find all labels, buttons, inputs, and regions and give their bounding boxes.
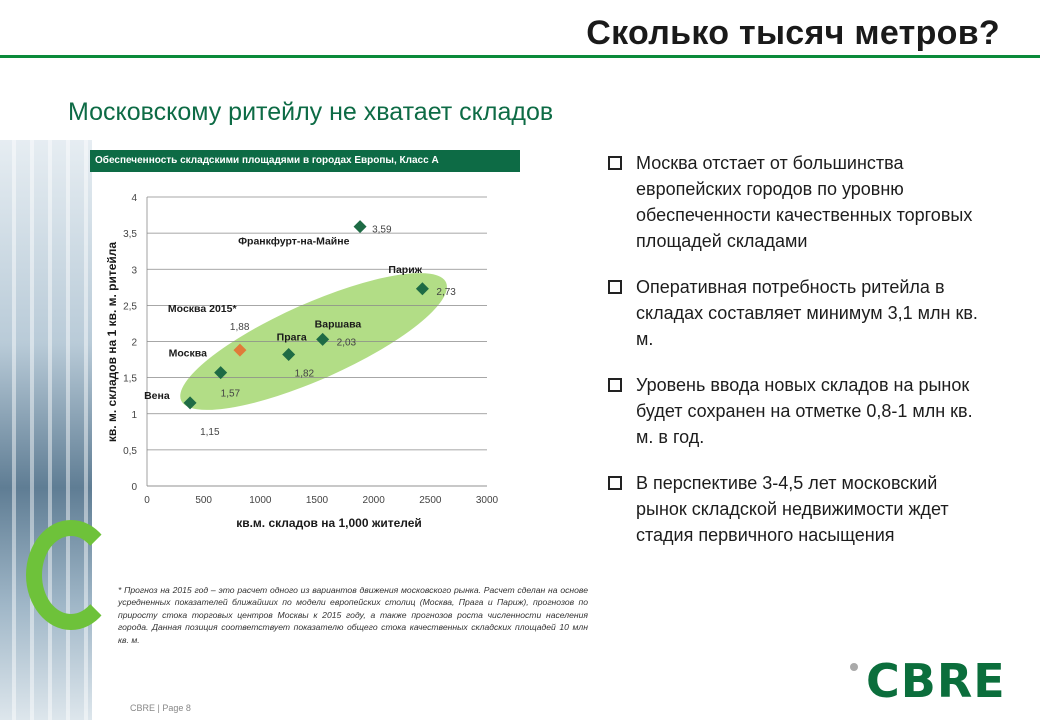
data-point-marker xyxy=(316,332,330,346)
bullet-item: В перспективе 3-4,5 лет московский рынок… xyxy=(604,470,984,548)
data-label: 1,57 xyxy=(221,389,241,400)
city-label: Варшава xyxy=(315,318,362,330)
city-label: Вена xyxy=(144,390,170,402)
bullet-item: Москва отстает от большинства европейски… xyxy=(604,150,984,254)
bullet-item: Уровень ввода новых складов на рынок буд… xyxy=(604,372,984,450)
city-label: Прага xyxy=(277,332,307,344)
bullet-item: Оперативная потребность ритейла в склада… xyxy=(604,274,984,352)
city-label: Париж xyxy=(388,264,422,276)
y-tick-label: 1 xyxy=(131,410,137,421)
y-tick-label: 2,5 xyxy=(123,301,137,312)
checkbox-bullet-icon xyxy=(608,378,622,392)
page-subtitle: Московскому ритейлу не хватает складов xyxy=(68,98,554,126)
data-point-marker xyxy=(214,366,228,380)
y-tick-label: 0,5 xyxy=(123,446,137,457)
data-label: 2,03 xyxy=(337,337,357,348)
page-footer: CBRE | Page 8 xyxy=(130,703,191,713)
checkbox-bullet-icon xyxy=(608,156,622,170)
y-tick-label: 1,5 xyxy=(123,374,137,385)
scatter-chart: 0 0,5 1 1,5 2 2,5 3 3,5 4 0 500 1000 1500 2000 2500 300… xyxy=(105,193,499,530)
data-point-marker xyxy=(415,282,429,296)
y-axis-title: кв. м. складов на 1 кв. м. ритейла xyxy=(105,242,119,442)
data-label: 1,15 xyxy=(200,427,220,438)
bullet-text: Москва отстает от большинства европейски… xyxy=(636,153,973,251)
data-point-marker xyxy=(233,343,247,357)
bullet-text: Уровень ввода новых складов на рынок буд… xyxy=(636,375,973,447)
bullet-text: В перспективе 3-4,5 лет московский рынок… xyxy=(636,473,949,545)
y-tick-label: 3 xyxy=(131,265,137,276)
page-title: Сколько тысяч метров? xyxy=(586,14,1000,52)
x-axis-title: кв.м. складов на 1,000 жителей xyxy=(236,516,422,530)
y-tick-label: 0 xyxy=(131,482,137,493)
checkbox-bullet-icon xyxy=(608,280,622,294)
y-tick-label: 2 xyxy=(131,338,137,349)
data-point-marker xyxy=(353,220,367,234)
data-point-marker xyxy=(282,348,296,362)
data-label: 3,59 xyxy=(372,225,392,236)
chart-header: Обеспеченность складскими площадями в го… xyxy=(90,150,520,172)
city-label: Москва 2015* xyxy=(168,303,238,315)
city-label: Франкфурт-на-Майне xyxy=(238,236,350,248)
cbre-logo: CBRE xyxy=(866,654,1006,708)
y-tick-label: 4 xyxy=(131,193,137,204)
city-label: Москва xyxy=(169,348,207,360)
x-tick-label: 1500 xyxy=(306,495,329,506)
x-tick-label: 2500 xyxy=(419,495,442,506)
data-label: 2,73 xyxy=(436,287,456,298)
chart-panel: Обеспеченность складскими площадями в го… xyxy=(90,150,520,540)
bullet-list: Москва отстает от большинства европейски… xyxy=(604,150,984,568)
decorative-building-image xyxy=(0,140,92,720)
x-tick-label: 2000 xyxy=(363,495,386,506)
header-rule xyxy=(0,55,1040,58)
x-tick-label: 500 xyxy=(195,495,212,506)
checkbox-bullet-icon xyxy=(608,476,622,490)
data-label: 1,82 xyxy=(295,369,315,380)
footnote: * Прогноз на 2015 год – это расчет одног… xyxy=(118,585,588,645)
bullet-text: Оперативная потребность ритейла в склада… xyxy=(636,277,978,349)
data-label: 1,88 xyxy=(230,322,250,333)
data-point-marker xyxy=(183,396,197,410)
x-tick-label: 1000 xyxy=(249,495,272,506)
x-tick-label: 0 xyxy=(144,495,150,506)
logo-dot xyxy=(850,663,858,671)
x-tick-label: 3000 xyxy=(476,495,499,506)
y-tick-label: 3,5 xyxy=(123,229,137,240)
